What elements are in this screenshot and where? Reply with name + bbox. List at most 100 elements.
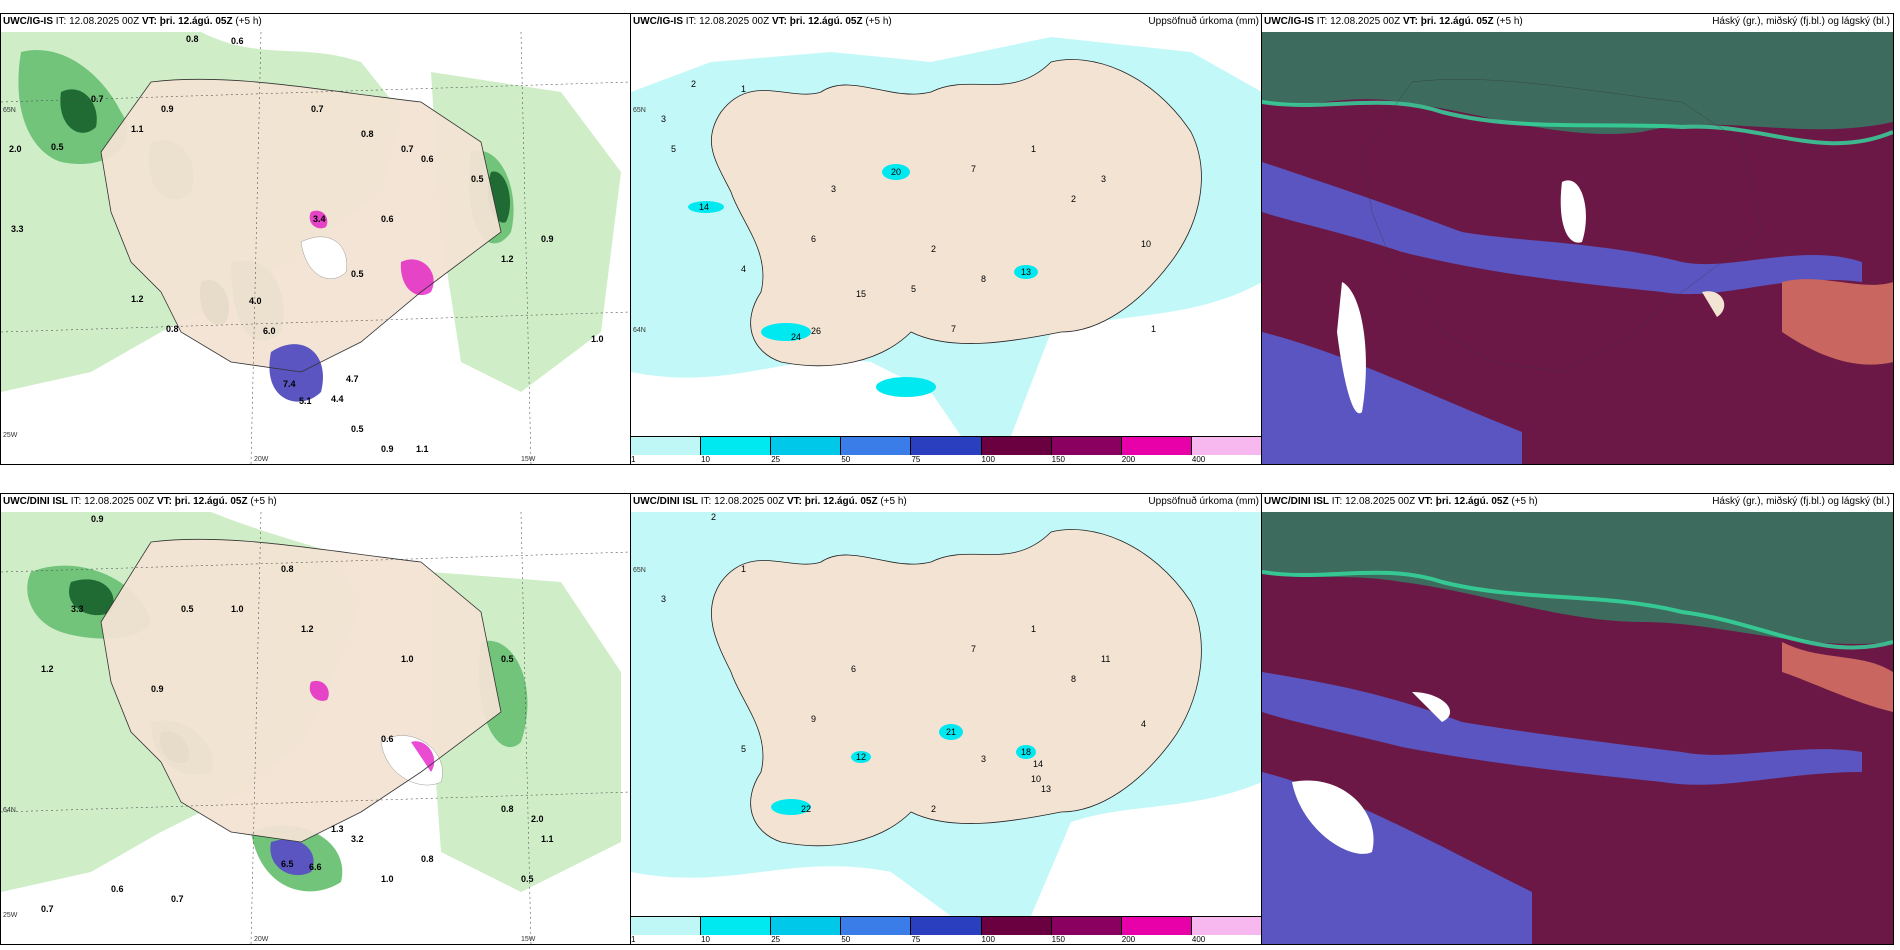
svg-text:0.6: 0.6	[111, 884, 124, 894]
colorbar-label: 200	[1121, 455, 1136, 464]
precip-colorbar: 1 10 25 50 75 100 150 200 400	[631, 436, 1262, 464]
panel-title: UWC/IG-IS IT: 12.08.2025 00Z VT: þri. 12…	[633, 16, 892, 27]
colorbar-label: 25	[771, 935, 781, 944]
svg-text:10: 10	[1141, 239, 1151, 249]
colorbar-cell	[631, 437, 702, 455]
svg-text:1.0: 1.0	[231, 604, 244, 614]
svg-text:1.2: 1.2	[301, 624, 314, 634]
svg-text:14: 14	[1033, 759, 1043, 769]
svg-text:1.1: 1.1	[131, 124, 144, 134]
svg-text:4.7: 4.7	[346, 374, 359, 384]
panel-title: UWC/IG-IS IT: 12.08.2025 00Z VT: þri. 12…	[3, 16, 262, 27]
svg-text:0.9: 0.9	[541, 234, 554, 244]
svg-text:11: 11	[1101, 654, 1110, 664]
svg-text:0.5: 0.5	[501, 654, 514, 664]
colorbar-label: 100	[981, 935, 995, 944]
svg-text:0.5: 0.5	[521, 874, 534, 884]
svg-text:5: 5	[671, 144, 676, 154]
colorbar-label: 200	[1121, 935, 1136, 944]
precip-colorbar: 1 10 25 50 75 100 150 200 400	[631, 916, 1262, 944]
svg-text:0.8: 0.8	[501, 804, 514, 814]
svg-text:13: 13	[1041, 784, 1051, 794]
colorbar-cell	[1191, 437, 1262, 455]
svg-text:65N: 65N	[633, 107, 646, 114]
accumulated-precip-map: 2 3 1 21 22 18 14 12 10 13 6 2 7 9 5 1 4…	[631, 512, 1262, 916]
accumulated-precip-map: 2 3 1 5 14 26 24 20 15 13 3 2 7 6 4 1 10…	[631, 32, 1262, 436]
colorbar-label: 10	[701, 455, 711, 464]
svg-text:1.2: 1.2	[131, 294, 144, 304]
cloud-cover-map	[1262, 32, 1893, 464]
svg-text:0.5: 0.5	[351, 269, 364, 279]
svg-text:21: 21	[946, 727, 956, 737]
svg-text:6.5: 6.5	[281, 859, 294, 869]
colorbar-label: 10	[701, 935, 711, 944]
panel-title: UWC/IG-IS IT: 12.08.2025 00Z VT: þri. 12…	[1264, 16, 1523, 27]
svg-text:64N: 64N	[633, 327, 646, 334]
svg-text:4.0: 4.0	[249, 296, 262, 306]
colorbar-cell	[841, 437, 912, 455]
colorbar-label: 1	[631, 935, 636, 944]
svg-text:0.8: 0.8	[186, 34, 199, 44]
svg-text:26: 26	[811, 326, 821, 336]
svg-text:1.1: 1.1	[541, 834, 554, 844]
svg-text:0.5: 0.5	[51, 142, 64, 152]
precip-wind-map: 0.9 1.0 0.8 0.5 1.2 3.3 6.5 6.6 1.3 3.2 …	[1, 512, 631, 944]
svg-text:1: 1	[741, 84, 746, 94]
svg-text:0.6: 0.6	[421, 154, 434, 164]
svg-text:12: 12	[856, 752, 866, 762]
svg-text:1.1: 1.1	[416, 444, 429, 454]
svg-text:0.8: 0.8	[281, 564, 294, 574]
svg-text:15W: 15W	[521, 456, 536, 463]
colorbar-label: 150	[1051, 935, 1066, 944]
svg-text:0.7: 0.7	[401, 144, 414, 154]
field-title: Uppsöfnuð úrkoma (mm)	[1148, 16, 1259, 27]
svg-text:5: 5	[911, 284, 916, 294]
panel-top-middle: UWC/IG-IS IT: 12.08.2025 00Z VT: þri. 12…	[630, 13, 1263, 465]
svg-text:14: 14	[699, 202, 709, 212]
svg-text:3: 3	[1101, 174, 1106, 184]
svg-text:1: 1	[741, 564, 746, 574]
colorbar-cell	[1051, 917, 1122, 935]
precip-wind-map: 0.8 0.6 0.7 0.9 1.1 2.0 3.3 0.5 0.7 6.0 …	[1, 32, 631, 464]
svg-text:8: 8	[1071, 674, 1076, 684]
colorbar-cell	[911, 917, 982, 935]
panel-title: UWC/DINI ISL IT: 12.08.2025 00Z VT: þri.…	[1264, 496, 1538, 507]
svg-text:2: 2	[931, 244, 936, 254]
field-title: Háský (gr.), miðský (fj.bl.) og lágský (…	[1712, 16, 1890, 27]
svg-text:0.5: 0.5	[351, 424, 364, 434]
svg-text:3: 3	[831, 184, 836, 194]
svg-text:0.8: 0.8	[361, 129, 374, 139]
colorbar-cell	[701, 917, 772, 935]
svg-text:3.4: 3.4	[313, 214, 326, 224]
colorbar-cell	[841, 917, 912, 935]
colorbar-cell	[1121, 917, 1192, 935]
svg-text:1: 1	[1031, 624, 1036, 634]
svg-text:6: 6	[851, 664, 856, 674]
svg-text:9: 9	[811, 714, 816, 724]
field-title: Háský (gr.), miðský (fj.bl.) og lágský (…	[1712, 496, 1890, 507]
svg-text:4.4: 4.4	[331, 394, 344, 404]
colorbar-cell	[701, 437, 772, 455]
panel-top-left: UWC/IG-IS IT: 12.08.2025 00Z VT: þri. 12…	[0, 13, 632, 465]
svg-text:0.7: 0.7	[91, 94, 104, 104]
svg-text:3: 3	[981, 754, 986, 764]
svg-text:65N: 65N	[3, 107, 16, 114]
svg-text:0.5: 0.5	[471, 174, 484, 184]
colorbar-label: 50	[841, 455, 851, 464]
svg-text:0.9: 0.9	[151, 684, 164, 694]
svg-text:3: 3	[661, 114, 666, 124]
svg-text:2: 2	[711, 512, 716, 522]
svg-text:3.3: 3.3	[71, 604, 84, 614]
svg-text:0.7: 0.7	[311, 104, 324, 114]
svg-text:5: 5	[741, 744, 746, 754]
svg-text:0.7: 0.7	[41, 904, 54, 914]
svg-text:1.0: 1.0	[591, 334, 604, 344]
svg-text:15W: 15W	[521, 936, 536, 943]
colorbar-label: 400	[1191, 455, 1206, 464]
svg-text:1.2: 1.2	[501, 254, 514, 264]
svg-text:20: 20	[891, 167, 901, 177]
svg-text:0.6: 0.6	[381, 734, 394, 744]
colorbar-label: 25	[771, 455, 781, 464]
svg-text:0.9: 0.9	[91, 514, 104, 524]
svg-text:1: 1	[1031, 144, 1036, 154]
